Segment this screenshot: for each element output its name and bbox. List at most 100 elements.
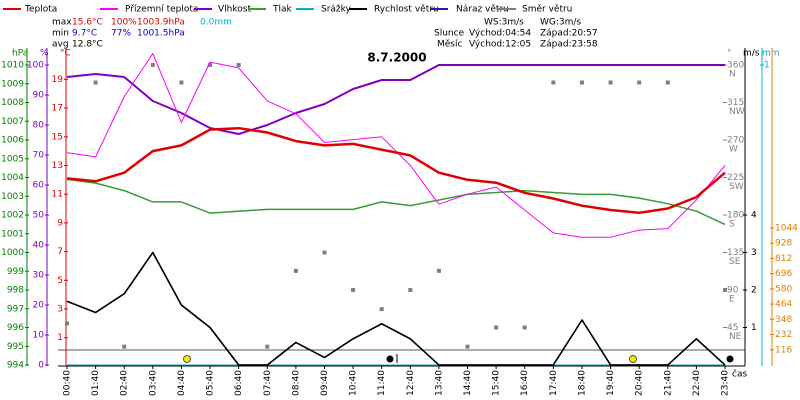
legend-label: Rychlost větru [374, 5, 439, 15]
y-tick-label: 812 [775, 254, 792, 264]
x-tick-label: 13:40 [434, 370, 444, 396]
x-tick-label: 23:40 [721, 370, 731, 396]
info-text: Východ:04:54 [469, 29, 531, 39]
y-tick-label: 1001 [1, 229, 24, 239]
stat-text: avg [52, 40, 69, 50]
stat-text: 12.8°C [72, 40, 103, 50]
y-tick-name: NW [729, 107, 745, 117]
x-tick-label: 11:40 [377, 370, 387, 396]
series-line [66, 178, 726, 226]
x-tick-label: 14:40 [463, 370, 473, 396]
direction-marker [293, 268, 298, 273]
legend-label: Srážky [321, 5, 352, 15]
stat-text: 0.0mm [200, 18, 232, 28]
y-tick-label: 1008 [1, 98, 24, 108]
axis-title: mm [762, 49, 780, 59]
y-tick-label: 11 [52, 190, 63, 200]
info-text: WG:3m/s [540, 18, 581, 28]
y-tick-label: 30 [33, 271, 45, 281]
axis-title: ° [727, 49, 732, 59]
direction-marker [208, 63, 213, 67]
moonrise-icon [386, 355, 394, 363]
y-tick-label: 999 [7, 267, 24, 277]
stat-text: 1001.5hPa [137, 29, 185, 39]
y-tick-label: 928 [775, 239, 792, 249]
y-tick-name: W [729, 145, 738, 155]
y-tick-label: 80 [33, 121, 45, 131]
x-tick-label: 04:40 [177, 370, 187, 396]
y-tick-label: 15 [52, 132, 63, 142]
y-tick-label: 17 [52, 104, 63, 114]
x-tick-label: 03:40 [148, 370, 158, 396]
y-tick-label: 60 [33, 181, 45, 191]
stat-text: 100% [111, 18, 137, 28]
y-tick-label: 90 [727, 286, 739, 296]
y-tick-label: 9 [57, 218, 63, 228]
direction-marker [351, 288, 356, 292]
y-tick-label: 1003 [1, 192, 24, 202]
stat-text: 1003.9hPa [137, 18, 185, 28]
direction-marker [179, 80, 184, 85]
stat-text: max [52, 18, 72, 28]
y-tick-label: 135 [727, 248, 744, 258]
direction-marker [379, 307, 384, 312]
x-tick-label: 21:40 [663, 370, 673, 396]
y-tick-label: 270 [727, 136, 744, 146]
x-axis-label: čas [732, 369, 747, 380]
direction-marker [494, 325, 499, 330]
y-tick-name: NE [729, 332, 742, 342]
y-tick-label: 315 [727, 98, 744, 108]
info-text: Západ:23:58 [540, 40, 598, 50]
y-tick-label: 116 [775, 345, 792, 355]
x-tick-label: 08:40 [291, 370, 301, 396]
y-tick-label: 1005 [1, 154, 24, 164]
series-line [66, 53, 726, 238]
direction-marker [93, 80, 98, 85]
x-tick-label: 10:40 [349, 370, 359, 396]
y-tick-label: 1 [57, 333, 63, 343]
direction-marker [122, 344, 127, 349]
legend-label: Přízemní teplota [125, 5, 198, 15]
stat-text: 15.6°C [72, 18, 103, 28]
y-tick-label: 90 [33, 91, 45, 101]
direction-marker [236, 63, 241, 67]
x-tick-label: 02:40 [120, 370, 130, 396]
y-tick-label: 45 [727, 323, 738, 333]
stat-text: min [52, 29, 69, 39]
y-tick-name: N [729, 70, 736, 80]
axis-title: hPa [12, 49, 28, 59]
y-tick-label: 3 [57, 305, 63, 315]
y-tick-label: 10 [33, 331, 45, 341]
direction-marker [665, 80, 670, 85]
y-tick-label: 348 [775, 315, 792, 325]
legend-label: Vlhkost [218, 5, 251, 15]
y-tick-label: 20 [33, 301, 45, 311]
x-tick-label: 00:40 [63, 370, 73, 396]
direction-marker [551, 80, 556, 85]
x-tick-label: 05:40 [206, 370, 216, 396]
legend-label: Teplota [24, 5, 57, 15]
x-tick-label: 16:40 [520, 370, 530, 396]
y-tick-label: 696 [775, 269, 792, 279]
y-tick-label: 1044 [775, 223, 798, 233]
direction-marker [65, 321, 69, 326]
y-tick-label: 232 [775, 330, 792, 340]
info-text: Západ:20:57 [540, 29, 598, 39]
y-tick-label: 464 [775, 300, 792, 310]
y-tick-label: 5 [57, 276, 63, 286]
y-tick-label: 40 [33, 241, 45, 251]
info-text: Měsíc [437, 40, 462, 50]
y-tick-label: 180 [727, 211, 744, 221]
direction-marker [723, 288, 727, 292]
axis-title: m/s [743, 49, 760, 59]
x-tick-label: 15:40 [492, 370, 502, 396]
axis-title: % [40, 49, 49, 59]
info-text: Slunce [434, 29, 465, 39]
x-tick-label: 01:40 [91, 370, 101, 396]
direction-marker [322, 250, 327, 255]
x-tick-label: 12:40 [406, 370, 416, 396]
series-line [66, 251, 726, 366]
y-tick-label: 50 [33, 211, 45, 221]
y-tick-label: 1 [764, 61, 770, 71]
